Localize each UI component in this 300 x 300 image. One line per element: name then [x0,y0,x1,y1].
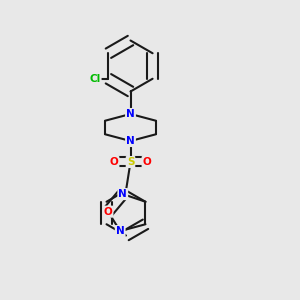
Text: N: N [126,109,135,119]
Text: Cl: Cl [89,74,100,84]
Text: O: O [142,157,152,167]
Text: O: O [104,207,112,217]
Text: N: N [118,189,127,199]
Text: O: O [110,157,118,167]
Text: N: N [116,226,124,236]
Text: S: S [127,157,134,167]
Text: N: N [126,136,135,146]
